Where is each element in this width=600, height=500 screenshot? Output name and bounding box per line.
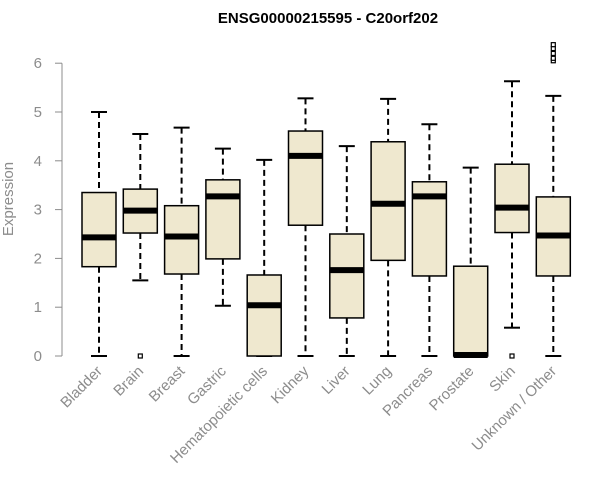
x-tick-label: Bladder [57,363,106,412]
outlier-point [137,353,143,359]
y-tick-label: 4 [34,153,42,170]
y-axis: 0 1 2 3 4 5 6 [34,55,63,365]
iqr-box [205,179,241,260]
x-tick-label: Brain [110,363,147,400]
outlier-point [509,353,515,359]
y-tick-label: 2 [34,250,42,267]
box-6 [329,145,365,357]
box-5 [287,97,324,357]
y-axis-label: Expression [0,162,17,236]
iqr-box [329,233,365,319]
box-9 [452,166,489,359]
iqr-box [287,130,324,226]
y-tick-label: 0 [34,348,42,365]
box-4 [246,158,282,357]
box-8 [411,123,448,357]
iqr-box [246,274,282,357]
y-tick-label: 3 [34,202,42,219]
iqr-box [452,265,489,357]
box-0 [81,111,117,357]
iqr-box [163,204,200,275]
box-3 [205,147,241,307]
x-tick-label: Prostate [426,363,478,415]
box-2 [163,126,200,357]
x-tick-label: Kidney [268,362,313,407]
x-tick-label: Lung [359,363,395,399]
outlier-point [550,42,556,48]
box-7 [370,97,406,357]
y-tick-label: 1 [34,299,42,316]
outlier-point [550,50,556,57]
chart-title: ENSG00000215595 - C20orf202 [218,10,438,27]
iqr-box [494,163,530,234]
box-11 [535,42,572,357]
y-tick-label: 6 [34,55,42,72]
box-10 [494,80,530,359]
x-tick-label: Liver [319,363,354,398]
x-tick-label: Breast [146,362,189,405]
outlier-point [550,55,556,61]
boxes-group [81,42,572,359]
x-tick-label: Skin [486,363,519,396]
y-tick-label: 5 [34,104,42,121]
box-1 [122,132,159,359]
iqr-box [81,191,117,268]
